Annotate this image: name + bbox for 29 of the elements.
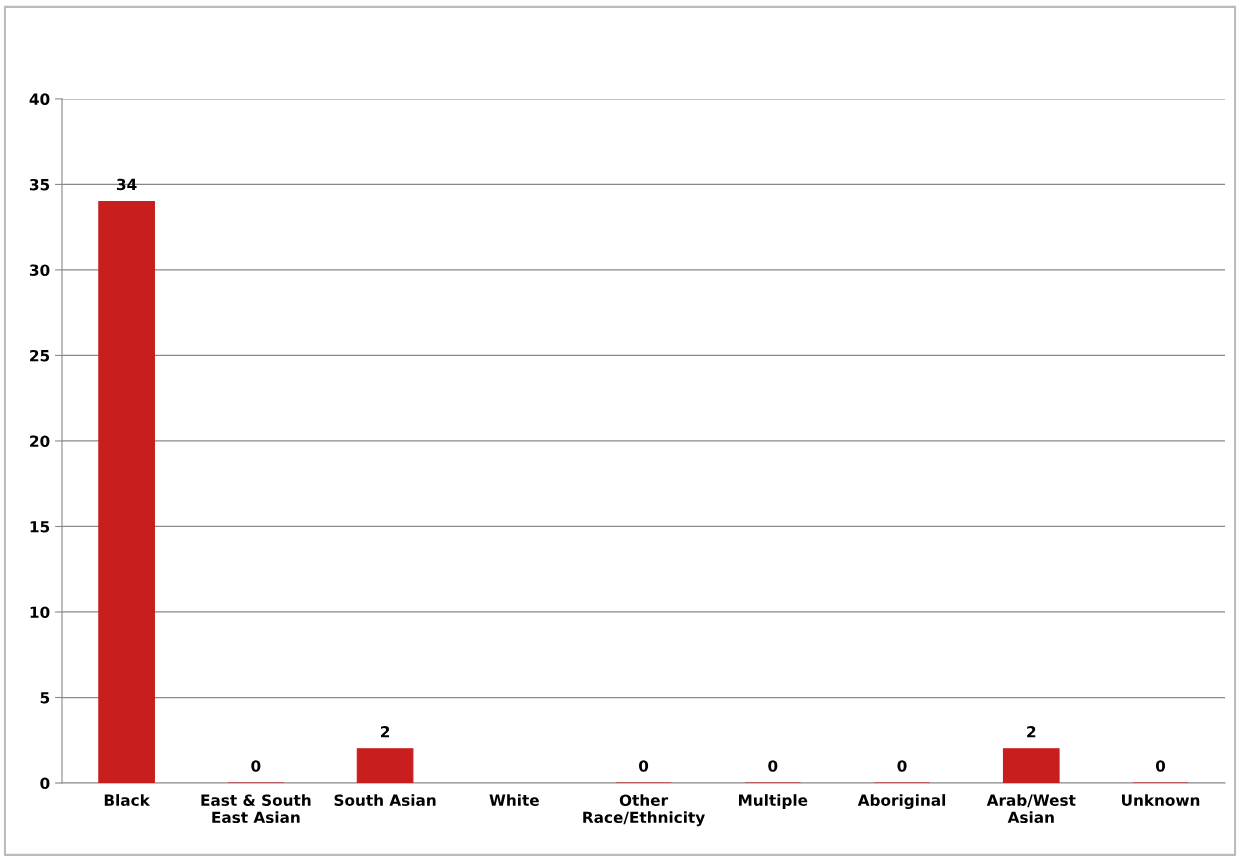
x-tick-label: Unknown [1122, 794, 1200, 806]
x-tick-label: Black [104, 794, 151, 806]
data-label: 34 [117, 178, 137, 191]
x-tick-label: Multiple [739, 794, 808, 809]
data-label: 0 [251, 760, 261, 772]
y-tick-label: 20 [30, 435, 50, 447]
y-tick-label: 40 [29, 93, 50, 105]
y-tick-label: 30 [29, 264, 50, 276]
y-tick-label: 0 [40, 777, 50, 790]
data-label: 0 [768, 760, 778, 772]
x-tick-label: Other Race/Ethnicity [583, 794, 705, 827]
bar [1002, 748, 1060, 784]
data-label: 2 [380, 725, 390, 738]
y-tick-label: 15 [30, 521, 50, 533]
x-tick-label: South Asian [334, 794, 436, 806]
y-tick-label: 25 [30, 349, 50, 362]
y-tick-label: 35 [29, 178, 50, 191]
data-label: 0 [1155, 760, 1166, 772]
bar [98, 200, 155, 784]
data-label: 0 [897, 760, 907, 772]
x-tick-label: White [489, 794, 539, 806]
x-tick-label: Aboriginal [857, 794, 946, 810]
y-tick-label: 5 [40, 692, 50, 704]
data-label: 0 [638, 760, 649, 772]
x-tick-label: Arab/West Asian [986, 794, 1076, 824]
x-tick-label: East & South East Asian [201, 794, 311, 824]
data-label: 2 [1027, 725, 1036, 738]
bar [356, 748, 414, 784]
y-tick-label: 10 [30, 606, 50, 619]
